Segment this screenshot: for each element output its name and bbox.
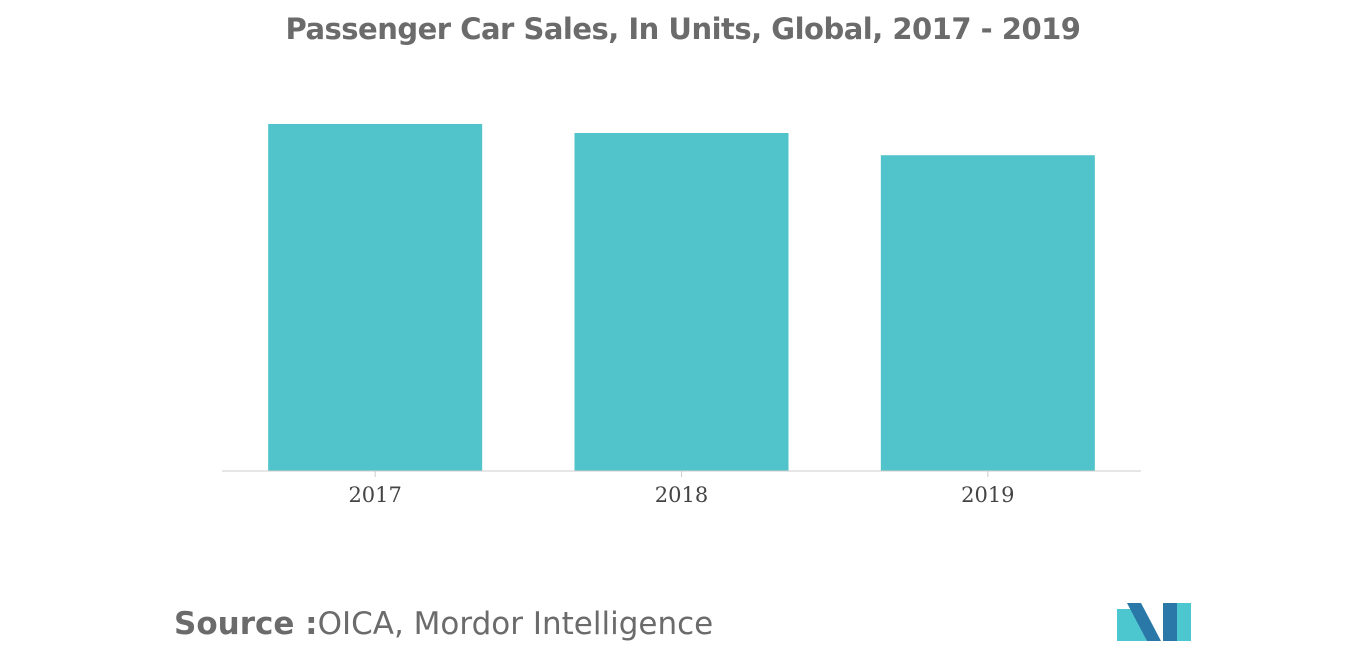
- x-tick-label-2018: 2018: [655, 483, 708, 507]
- logo-shape-center: [1127, 603, 1161, 641]
- source-line: Source :OICA, Mordor Intelligence: [174, 606, 713, 642]
- x-ticks-layer: [374, 471, 989, 477]
- bars-layer: [268, 124, 1095, 472]
- source-text: OICA, Mordor Intelligence: [317, 606, 714, 642]
- source-label: Source :: [174, 606, 318, 642]
- chart-title: Passenger Car Sales, In Units, Global, 2…: [285, 12, 1081, 46]
- x-tick-labels-layer: 2017 2018 2019: [348, 483, 1014, 507]
- logo-shape-right-bar: [1163, 603, 1177, 641]
- bar-2019: [880, 155, 1095, 472]
- logo-shape-left: [1117, 609, 1147, 641]
- logo-shape-right: [1177, 603, 1191, 641]
- mordor-intelligence-logo-icon: [1117, 603, 1191, 641]
- x-tick-label-2019: 2019: [961, 483, 1014, 507]
- bar-2018: [574, 133, 789, 471]
- x-tick-label-2017: 2017: [348, 483, 401, 507]
- bar-2017: [268, 124, 483, 471]
